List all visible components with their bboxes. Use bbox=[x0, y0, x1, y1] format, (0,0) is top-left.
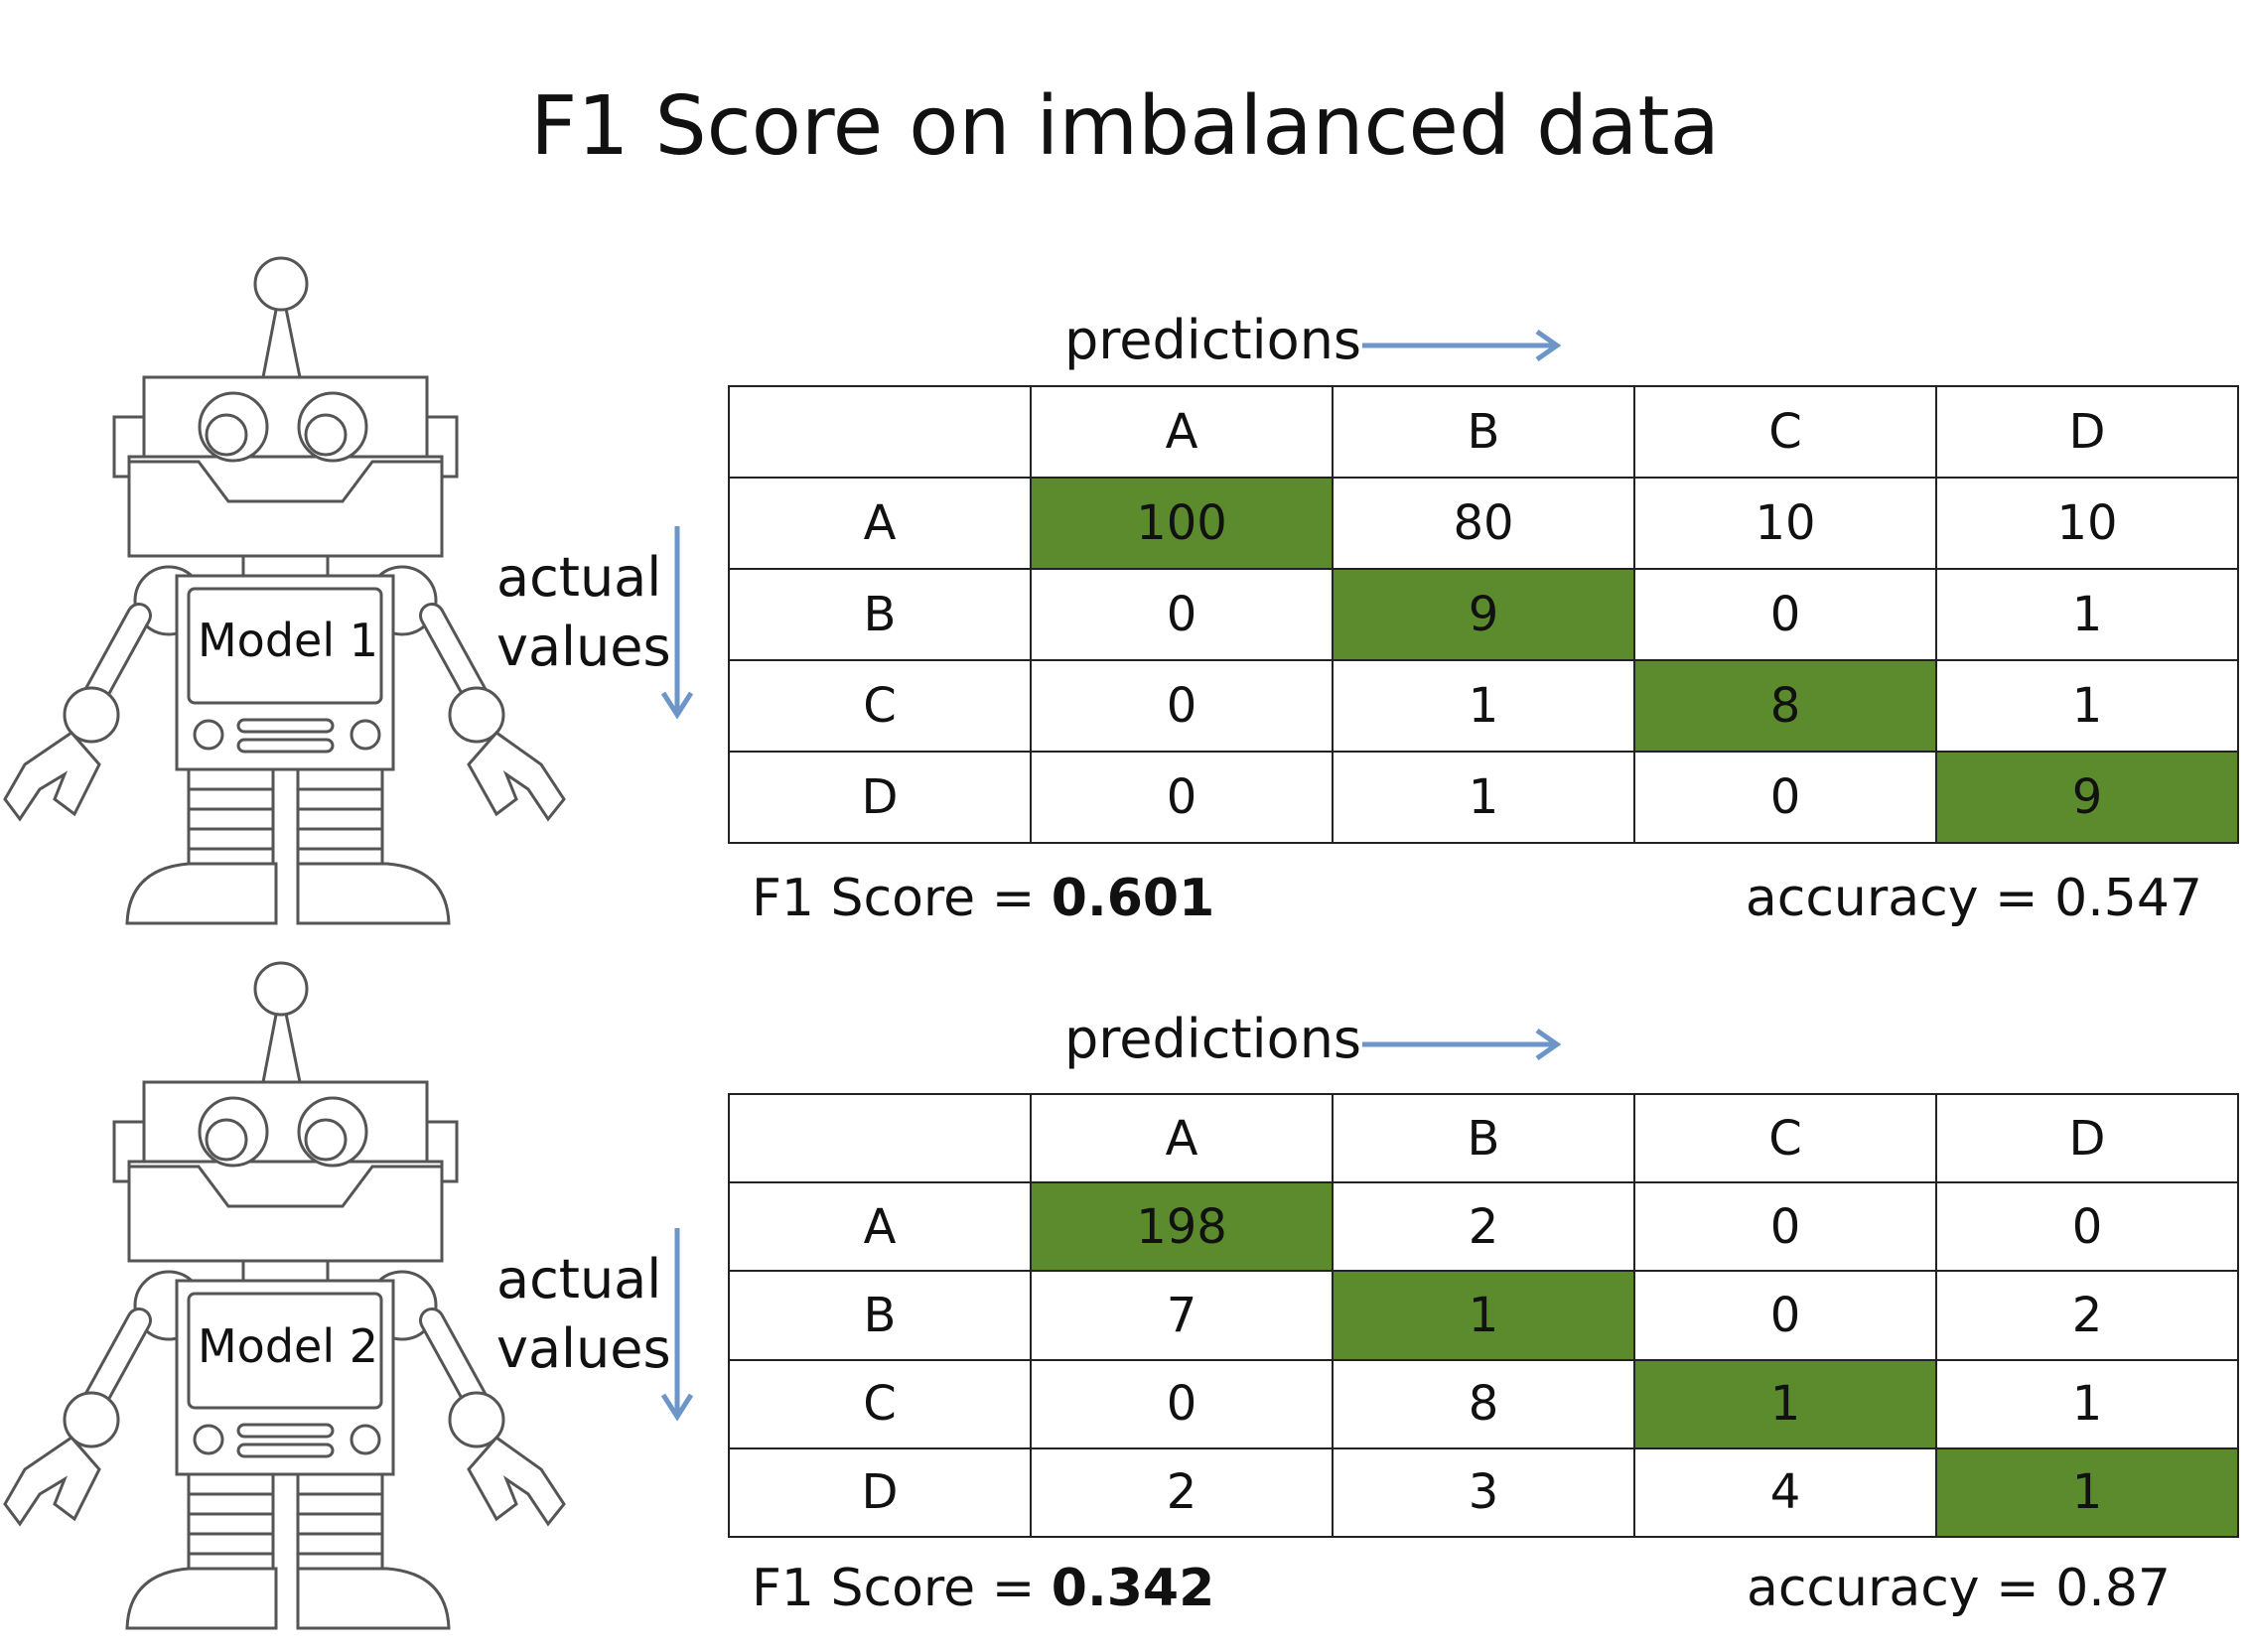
actual-values-label-2: actual values bbox=[496, 1245, 671, 1384]
column-header: C bbox=[1633, 1092, 1937, 1184]
row-header: D bbox=[728, 751, 1032, 844]
accuracy-model-1: accuracy = 0.547 bbox=[1745, 869, 2202, 928]
matrix-cell: 10 bbox=[1633, 477, 1937, 570]
matrix-cell: 0 bbox=[1030, 659, 1334, 753]
column-header: B bbox=[1332, 1092, 1635, 1184]
table-row: A 198 2 0 0 bbox=[728, 1181, 2239, 1273]
diagonal-cell: 1 bbox=[1935, 1446, 2239, 1539]
diagonal-cell: 8 bbox=[1633, 659, 1937, 753]
matrix-cell: 4 bbox=[1633, 1446, 1937, 1539]
matrix-cell: 10 bbox=[1935, 477, 2239, 570]
values-label-line: values bbox=[496, 616, 671, 678]
corner-cell bbox=[728, 1092, 1032, 1184]
matrix-cell: 2 bbox=[1935, 1270, 2239, 1361]
robot-illustration-model-2 bbox=[3, 961, 566, 1630]
right-arrow-icon bbox=[1362, 329, 1562, 362]
robot-illustration-model-1 bbox=[3, 256, 566, 925]
f1-score-prefix: F1 Score = bbox=[752, 1559, 1052, 1618]
diagonal-cell: 9 bbox=[1935, 751, 2239, 844]
matrix-cell: 0 bbox=[1030, 751, 1334, 844]
f1-score-value: 0.342 bbox=[1051, 1559, 1215, 1618]
matrix-cell: 3 bbox=[1332, 1446, 1635, 1539]
column-header: A bbox=[1030, 385, 1334, 479]
row-header: A bbox=[728, 1181, 1032, 1273]
column-header: A bbox=[1030, 1092, 1334, 1184]
diagonal-cell: 100 bbox=[1030, 477, 1334, 570]
matrix-cell: 1 bbox=[1332, 659, 1635, 753]
model-2-label: Model 2 bbox=[197, 1319, 378, 1373]
row-header: B bbox=[728, 1270, 1032, 1361]
actual-values-label-1: actual values bbox=[496, 543, 671, 682]
down-arrow-icon bbox=[660, 526, 694, 720]
right-arrow-icon bbox=[1362, 1028, 1562, 1061]
matrix-cell: 8 bbox=[1332, 1358, 1635, 1449]
table-row: A 100 80 10 10 bbox=[728, 477, 2239, 570]
row-header: C bbox=[728, 1358, 1032, 1449]
matrix-cell: 0 bbox=[1030, 568, 1334, 661]
diagonal-cell: 9 bbox=[1332, 568, 1635, 661]
matrix-cell: 1 bbox=[1935, 659, 2239, 753]
row-header: B bbox=[728, 568, 1032, 661]
actual-label-line: actual bbox=[496, 1248, 662, 1310]
row-header: D bbox=[728, 1446, 1032, 1539]
matrix-cell: 80 bbox=[1332, 477, 1635, 570]
matrix-cell: 7 bbox=[1030, 1270, 1334, 1361]
actual-label-line: actual bbox=[496, 546, 662, 609]
accuracy-model-2: accuracy = 0.87 bbox=[1746, 1559, 2171, 1618]
diagonal-cell: 1 bbox=[1332, 1270, 1635, 1361]
matrix-cell: 0 bbox=[1935, 1181, 2239, 1273]
diagonal-cell: 1 bbox=[1633, 1358, 1937, 1449]
values-label-line: values bbox=[496, 1317, 671, 1380]
row-header: C bbox=[728, 659, 1032, 753]
matrix-cell: 0 bbox=[1633, 751, 1937, 844]
f1-score-value: 0.601 bbox=[1051, 869, 1215, 928]
column-header: C bbox=[1633, 385, 1937, 479]
column-header: D bbox=[1935, 385, 2239, 479]
f1-score-model-1: F1 Score = 0.601 bbox=[752, 864, 1214, 933]
matrix-cell: 2 bbox=[1030, 1446, 1334, 1539]
confusion-matrix-model-1: A B C D A 100 80 10 10 B 0 9 0 1 C 0 1 8 1 D 0 1 0 9 bbox=[728, 385, 2239, 844]
model-1-label: Model 1 bbox=[197, 614, 378, 667]
matrix-cell: 0 bbox=[1030, 1358, 1334, 1449]
matrix-cell: 0 bbox=[1633, 568, 1937, 661]
matrix-cell: 1 bbox=[1332, 751, 1635, 844]
matrix-cell: 1 bbox=[1935, 568, 2239, 661]
diagonal-cell: 198 bbox=[1030, 1181, 1334, 1273]
matrix-cell: 0 bbox=[1633, 1181, 1937, 1273]
f1-score-model-2: F1 Score = 0.342 bbox=[752, 1554, 1214, 1623]
matrix-cell: 2 bbox=[1332, 1181, 1635, 1273]
confusion-matrix-model-2: A B C D A 198 2 0 0 B 7 1 0 2 C 0 8 1 1 D 2 3 4 1 bbox=[728, 1092, 2239, 1539]
down-arrow-icon bbox=[660, 1228, 694, 1422]
page-title: F1 Score on imbalanced data bbox=[530, 79, 1720, 174]
corner-cell bbox=[728, 385, 1032, 479]
predictions-label-1: predictions bbox=[1064, 309, 1362, 371]
matrix-cell: 0 bbox=[1633, 1270, 1937, 1361]
row-header: A bbox=[728, 477, 1032, 570]
column-header: D bbox=[1935, 1092, 2239, 1184]
column-header: B bbox=[1332, 385, 1635, 479]
matrix-cell: 1 bbox=[1935, 1358, 2239, 1449]
f1-score-prefix: F1 Score = bbox=[752, 869, 1052, 928]
predictions-label-2: predictions bbox=[1064, 1008, 1362, 1070]
